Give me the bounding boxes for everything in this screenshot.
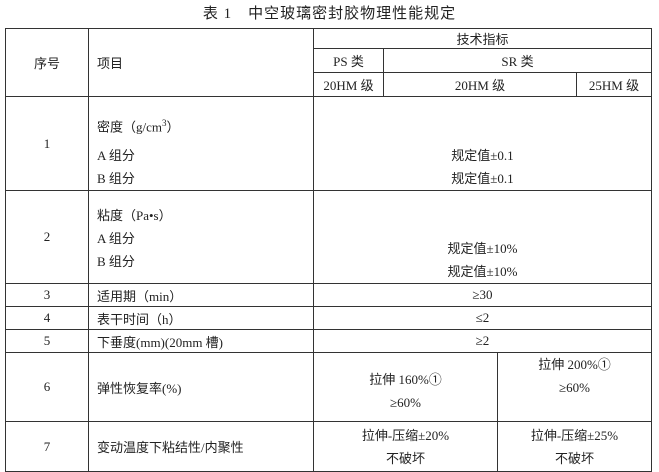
value-b: 规定值±0.1 — [451, 171, 514, 186]
row-value: 规定值±10% 规定值±10% — [313, 190, 652, 284]
caption-label: 表 1 — [202, 6, 233, 22]
row-value: ≥30 — [313, 283, 652, 307]
properties-table: 序号 项目 技术指标 PS 类 SR 类 20HM 级 20HM 级 25HM … — [5, 28, 652, 472]
item-sup: 3 — [162, 118, 167, 128]
header-ps-grade: 20HM 级 — [313, 72, 384, 97]
row-no: 2 — [5, 190, 89, 284]
table-row: 7 变动温度下粘结性/内聚性 拉伸-压缩±20% 不破坏 拉伸-压缩±25% 不… — [5, 421, 652, 472]
row-value: ≤2 — [313, 306, 652, 330]
row-value-ps: 拉伸-压缩±20% 不破坏 — [313, 421, 498, 472]
header-sr-grade-20: 20HM 级 — [383, 72, 577, 97]
row-no: 7 — [5, 421, 89, 472]
value-line: 拉伸 200%① — [538, 357, 611, 372]
header-sr-grade-25: 25HM 级 — [576, 72, 652, 97]
value-line: 不破坏 — [385, 450, 425, 466]
value-a: 规定值±0.1 — [451, 148, 514, 163]
item-tail: ） — [166, 119, 180, 135]
row-item: 表干时间（h） — [88, 306, 314, 330]
value-line: 拉伸-压缩±25% — [530, 427, 619, 443]
sub-b: B 组分 — [97, 171, 135, 186]
row-item: 密度（g/cm3） A 组分 B 组分 — [88, 96, 314, 191]
item-title: 密度（g/cm3） — [97, 112, 313, 135]
table-row: 3 适用期（min） ≥30 — [5, 283, 652, 307]
value-line: 拉伸 160%① — [369, 372, 442, 387]
header-no: 序号 — [5, 28, 89, 97]
row-no: 3 — [5, 283, 89, 307]
row-value-sr: 拉伸-压缩±25% 不破坏 — [497, 421, 652, 472]
row-item: 弹性恢复率(%) — [88, 352, 314, 422]
table-row: 4 表干时间（h） ≤2 — [5, 306, 652, 330]
sub-a: A 组分 — [97, 148, 135, 163]
row-item: 下垂度(mm)(20mm 槽) — [88, 329, 314, 353]
header-ps-class: PS 类 — [313, 48, 384, 73]
caption-text: 中空玻璃密封胶物理性能规定 — [248, 6, 457, 22]
row-value-ps: 拉伸 160%① ≥60% — [313, 352, 498, 422]
value-b: 规定值±10% — [447, 264, 518, 279]
row-item: 粘度（Pa•s） A 组分 B 组分 — [88, 190, 314, 284]
row-no: 1 — [5, 96, 89, 191]
value-line: 不破坏 — [554, 450, 594, 466]
table-row: 5 下垂度(mm)(20mm 槽) ≥2 — [5, 329, 652, 353]
sub-a: A 组分 — [97, 231, 135, 246]
row-item: 变动温度下粘结性/内聚性 — [88, 421, 314, 472]
item-text: 密度（g/cm — [97, 119, 162, 135]
table-row: 1 密度（g/cm3） A 组分 B 组分 规定值±0.1 规定值±0.1 — [5, 96, 652, 191]
value-line: ≥60% — [559, 380, 590, 395]
header-item: 项目 — [88, 28, 314, 97]
value-line: ≥60% — [390, 395, 421, 410]
table-row: 2 粘度（Pa•s） A 组分 B 组分 规定值±10% 规定值±10% — [5, 190, 652, 284]
header-sr-class: SR 类 — [383, 48, 652, 73]
row-no: 4 — [5, 306, 89, 330]
table-caption: 表 1 中空玻璃密封胶物理性能规定 — [0, 2, 659, 23]
sub-b: B 组分 — [97, 254, 135, 269]
value-a: 规定值±10% — [447, 241, 518, 256]
item-title: 粘度（Pa•s） — [97, 208, 172, 223]
row-no: 6 — [5, 352, 89, 422]
table-row: 6 弹性恢复率(%) 拉伸 160%① ≥60% 拉伸 200%① ≥60% — [5, 352, 652, 422]
row-value-sr: 拉伸 200%① ≥60% — [497, 352, 652, 422]
row-item: 适用期（min） — [88, 283, 314, 307]
value-line: 拉伸-压缩±20% — [361, 427, 450, 443]
header-spec: 技术指标 — [313, 28, 652, 49]
row-no: 5 — [5, 329, 89, 353]
row-value: ≥2 — [313, 329, 652, 353]
row-value: 规定值±0.1 规定值±0.1 — [313, 96, 652, 191]
